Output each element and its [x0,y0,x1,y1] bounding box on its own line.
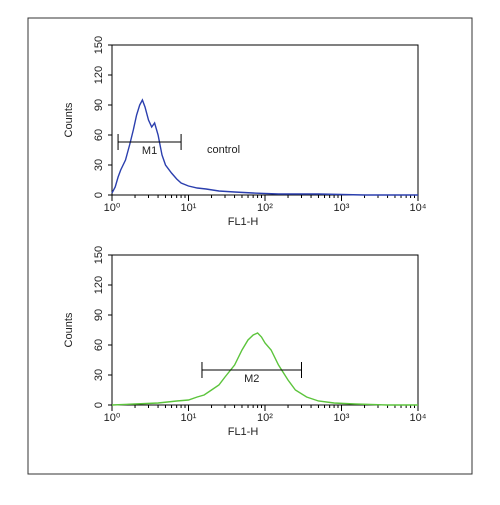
x-tick-label: 10⁴ [410,412,427,424]
y-tick-label: 30 [93,369,105,381]
plot-area [111,254,419,406]
annotation: control [207,144,240,156]
x-axis-label: FL1-H [228,426,259,438]
x-tick-label: 10¹ [181,412,197,424]
x-tick-label: 10³ [334,202,350,214]
y-tick-label: 120 [93,276,105,294]
x-tick-label: 10³ [334,412,350,424]
y-tick-label: 0 [93,402,105,408]
x-tick-label: 10⁴ [410,202,427,214]
marker-gate [117,134,182,150]
x-axis-label: FL1-H [228,216,259,228]
y-tick-label: 150 [93,36,105,54]
y-tick-label: 60 [93,129,105,141]
y-tick-label: 30 [93,159,105,171]
y-axis-label: Counts [63,102,75,137]
histogram-line [111,332,418,406]
frame [27,17,473,475]
x-tick-label: 10¹ [181,202,197,214]
y-tick-label: 0 [93,192,105,198]
x-tick-label: 10² [257,202,273,214]
plot-area [111,44,419,196]
y-tick-label: 120 [93,66,105,84]
x-tick-label: 10² [257,412,273,424]
y-tick-label: 90 [93,309,105,321]
y-tick-label: 150 [93,246,105,264]
marker-label: M2 [244,373,259,385]
x-tick-label: 10⁰ [104,412,121,424]
x-tick-label: 10⁰ [104,202,121,214]
y-tick-label: 90 [93,99,105,111]
y-axis-label: Counts [63,312,75,347]
histogram-line [111,98,418,196]
marker-gate [201,362,302,378]
marker-label: M1 [142,145,157,157]
y-tick-label: 60 [93,339,105,351]
